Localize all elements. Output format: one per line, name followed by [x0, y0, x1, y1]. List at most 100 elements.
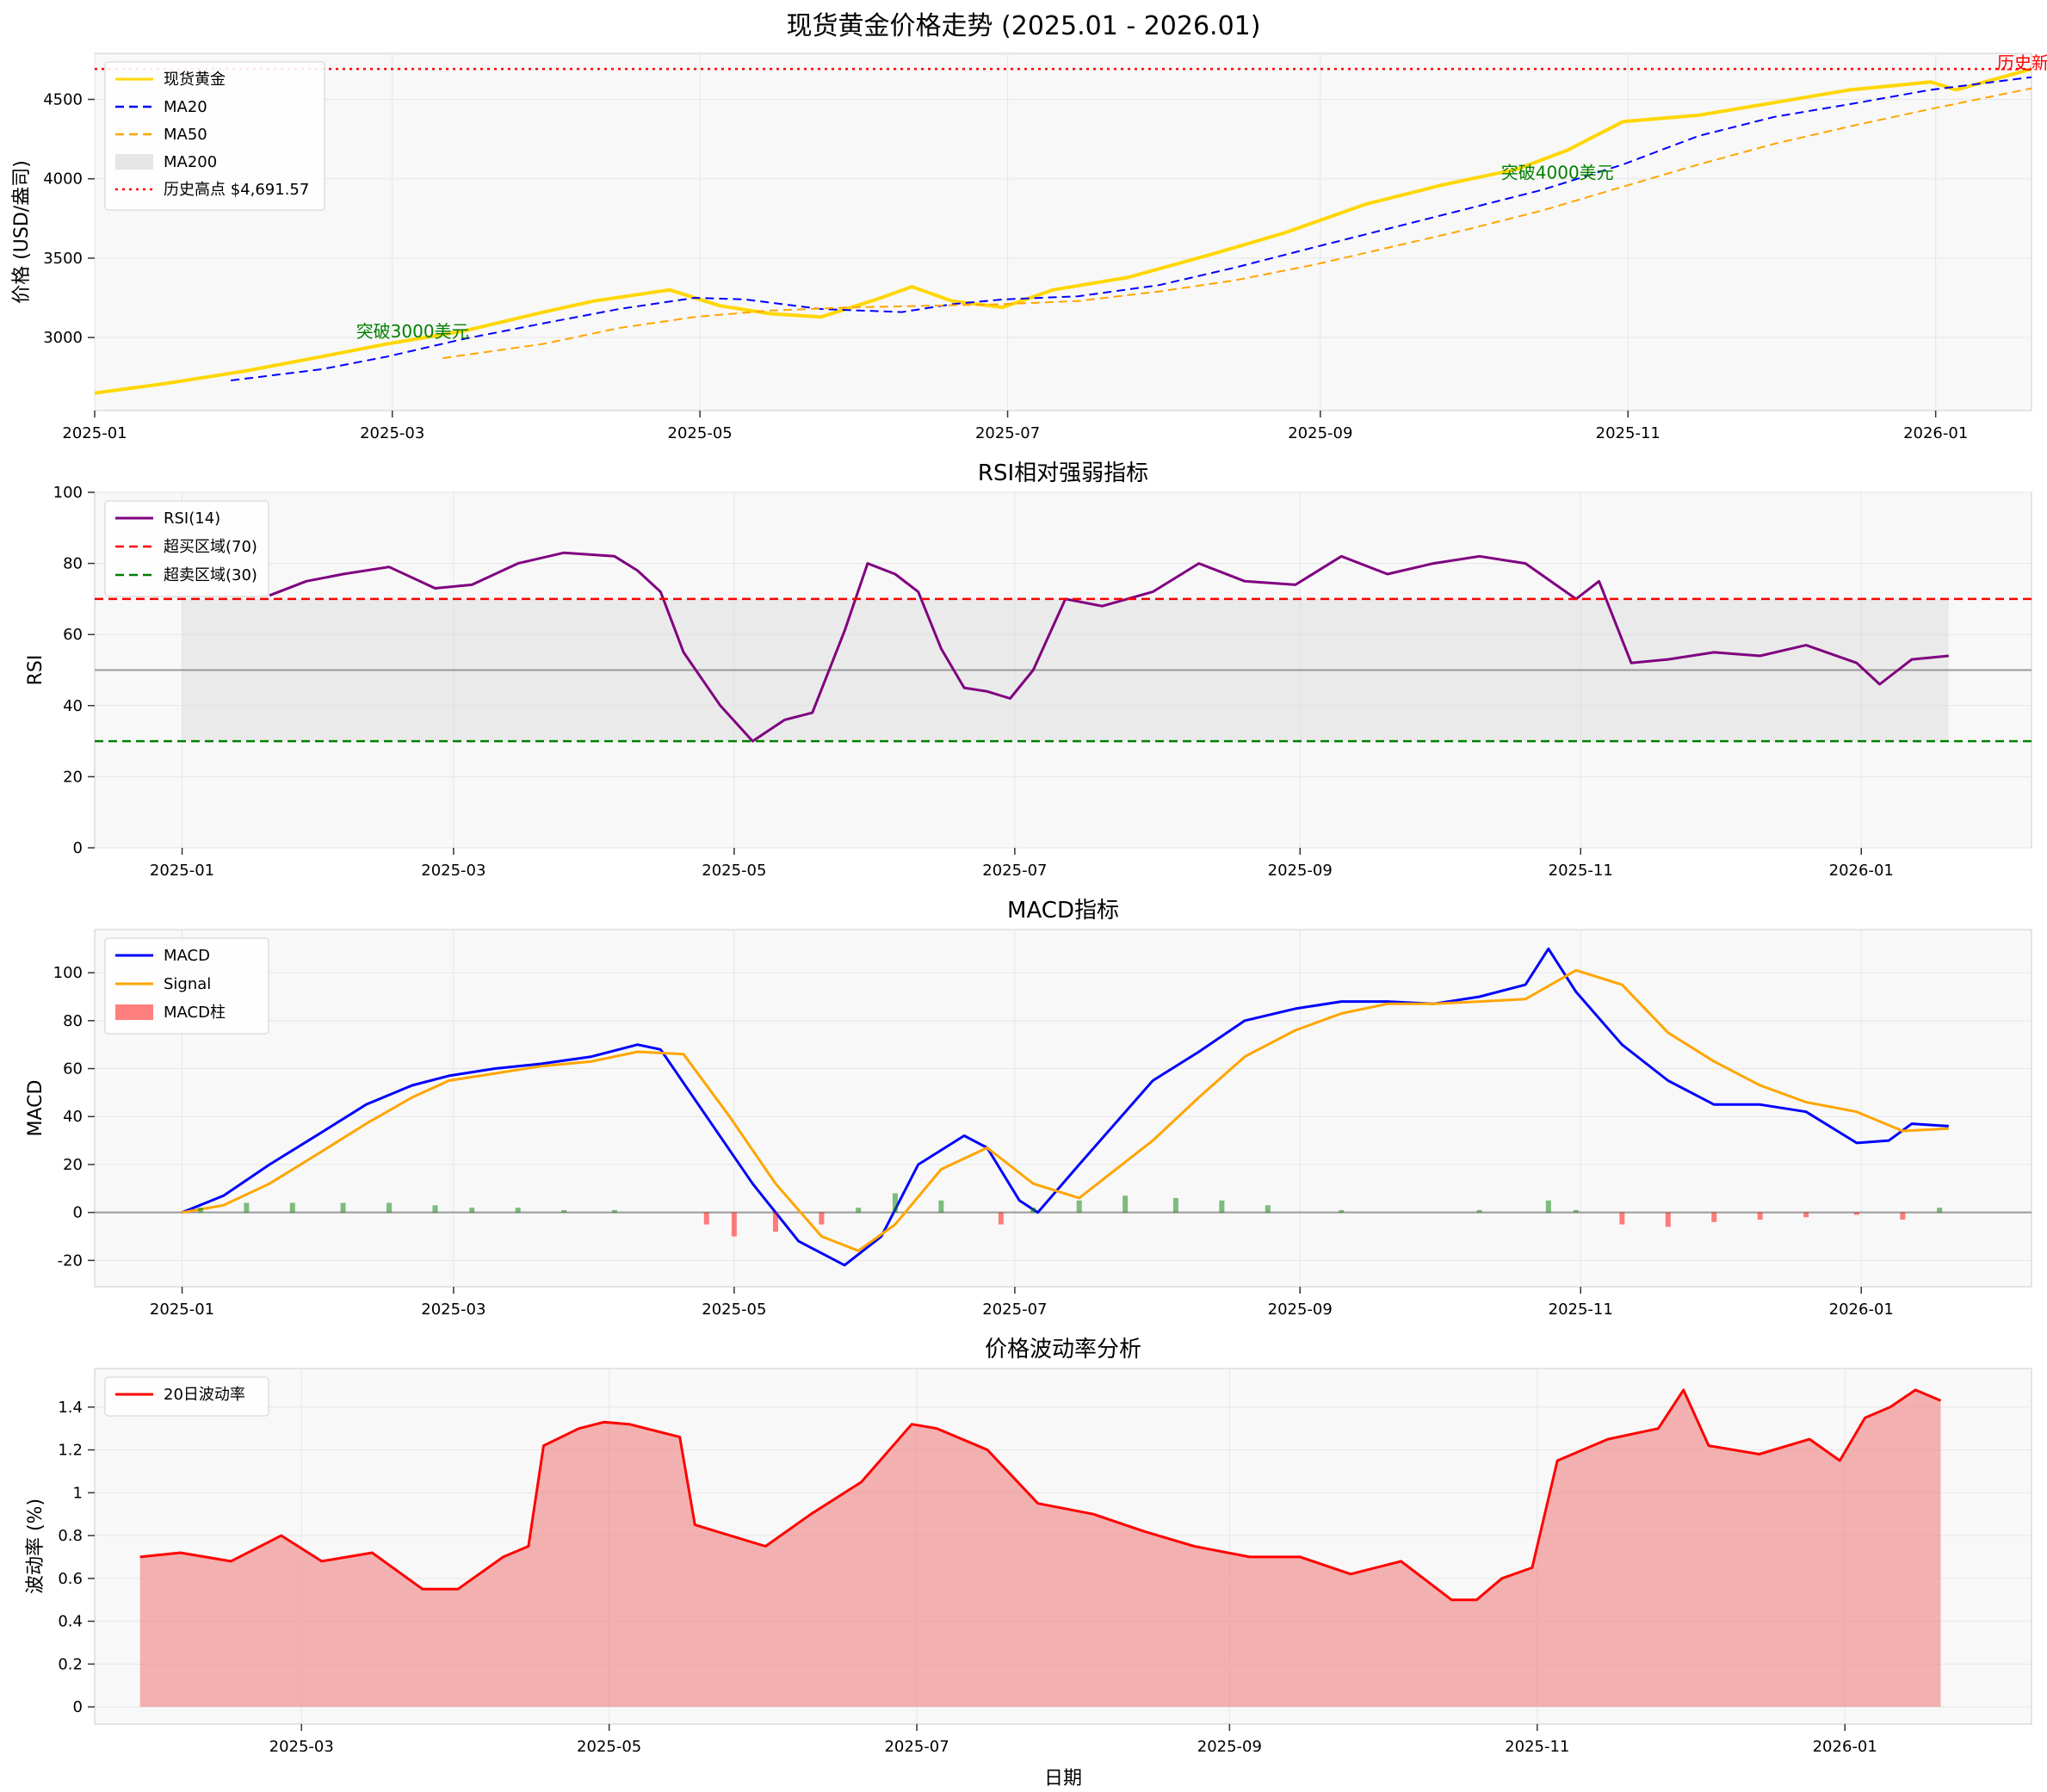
- histogram-bar: [244, 1202, 250, 1213]
- histogram-bar: [856, 1208, 862, 1213]
- histogram-bar: [387, 1202, 393, 1213]
- x-tick-label: 2025-05: [702, 862, 766, 880]
- figure-title: 现货黄金价格走势 (2025.01 - 2026.01): [787, 11, 1261, 41]
- histogram-bar: [1900, 1212, 1906, 1220]
- legend-box: [104, 1376, 269, 1417]
- x-tick-label: 2025-07: [982, 862, 1047, 880]
- histogram-bar: [1545, 1200, 1551, 1213]
- legend-swatch: [115, 1004, 153, 1020]
- histogram-bar: [772, 1212, 778, 1232]
- legend-label: MA200: [164, 153, 217, 171]
- series-line: [181, 947, 1949, 1267]
- y-axis-label: 价格 (USD/盎司): [11, 160, 33, 304]
- histogram-bar: [1265, 1205, 1271, 1213]
- histogram-bar: [819, 1212, 825, 1225]
- y-tick-label: 100: [53, 484, 83, 502]
- y-tick-label: 60: [63, 626, 83, 644]
- x-tick-label: 2025-09: [1288, 424, 1352, 442]
- histogram-bar: [432, 1205, 438, 1213]
- x-tick-label: 2025-03: [360, 424, 424, 442]
- annotation-label: 突破3000美元: [356, 321, 469, 342]
- y-tick-label: 0: [73, 1698, 83, 1716]
- y-tick-label: 80: [63, 1012, 83, 1030]
- histogram-bar: [1076, 1200, 1082, 1213]
- histogram-bar: [1219, 1200, 1225, 1213]
- x-tick-label: 2025-03: [421, 862, 485, 880]
- histogram-bar: [1476, 1209, 1482, 1213]
- series-line: [139, 1388, 1942, 1602]
- x-tick-label: 2025-07: [982, 1301, 1047, 1319]
- x-tick-label: 2025-05: [668, 424, 733, 442]
- histogram-bar: [340, 1202, 346, 1213]
- legend-label: 20日波动率: [164, 1386, 245, 1404]
- histogram-bar: [703, 1212, 709, 1225]
- legend-label: Signal: [164, 975, 211, 993]
- histogram-bar: [611, 1209, 617, 1213]
- area-fill: [139, 1389, 1941, 1708]
- histogram-bar: [1665, 1212, 1671, 1227]
- y-tick-label: 0: [73, 839, 83, 857]
- histogram-bar: [197, 1208, 203, 1213]
- histogram-bar: [289, 1202, 295, 1213]
- histogram-bar: [1122, 1196, 1129, 1213]
- y-tick-label: 1.4: [58, 1399, 83, 1417]
- histogram-bar: [515, 1208, 521, 1213]
- legend: MACD Signal MACD柱: [104, 937, 269, 1035]
- legend-label: MA50: [164, 126, 207, 144]
- x-tick-label: 2025-05: [577, 1738, 641, 1756]
- legend-swatch: [115, 154, 153, 170]
- x-tick-label: 2025-01: [150, 1301, 214, 1319]
- x-tick-label: 2026-01: [1829, 862, 1894, 880]
- y-tick-label: 40: [63, 697, 83, 715]
- histogram-bar: [1937, 1208, 1943, 1213]
- legend-label: 历史高点 $4,691.57: [164, 181, 309, 199]
- y-tick-label: 20: [63, 768, 83, 786]
- y-axis-label: 波动率 (%): [25, 1498, 46, 1594]
- chart-title: RSI相对强弱指标: [978, 460, 1148, 486]
- legend-box: [104, 61, 325, 211]
- y-tick-label: 1: [73, 1484, 83, 1502]
- y-tick-label: 60: [63, 1060, 83, 1078]
- histogram-bar: [1172, 1197, 1178, 1213]
- x-tick-label: 2025-05: [702, 1301, 766, 1319]
- chart-panel-1: 突破3000美元 突破4000美元 历史新高 2025-01 2025-03 2025-0…: [11, 53, 2047, 442]
- x-tick-label: 2025-09: [1197, 1738, 1262, 1756]
- series-line: [269, 551, 1949, 743]
- histogram-bar: [1339, 1209, 1345, 1213]
- histogram-bar: [469, 1208, 475, 1213]
- y-tick-label: 3000: [43, 329, 83, 347]
- y-tick-label: 4500: [43, 90, 83, 108]
- x-tick-label: 2025-01: [62, 424, 127, 442]
- x-tick-label: 2025-11: [1549, 1301, 1613, 1319]
- histogram-bar: [892, 1193, 898, 1213]
- y-tick-label: 1.2: [58, 1442, 83, 1460]
- y-tick-label: 3500: [43, 250, 83, 268]
- series-line: [182, 968, 1949, 1252]
- x-tick-label: 2025-07: [884, 1738, 949, 1756]
- legend-label: MACD: [164, 947, 210, 965]
- x-axis-label: 日期: [1044, 1768, 1082, 1789]
- y-tick-label: 80: [63, 555, 83, 573]
- y-axis-label: MACD: [25, 1080, 46, 1137]
- x-tick-label: 2025-09: [1268, 862, 1333, 880]
- y-tick-label: 0.2: [58, 1655, 83, 1673]
- x-tick-label: 2026-01: [1829, 1301, 1894, 1319]
- chart-title: MACD指标: [1007, 898, 1119, 924]
- legend-label: MACD柱: [164, 1004, 226, 1022]
- series-line: [94, 67, 2032, 395]
- chart-title: 价格波动率分析: [985, 1337, 1141, 1363]
- x-tick-label: 2026-01: [1813, 1738, 1877, 1756]
- y-tick-label: 4000: [43, 170, 83, 188]
- y-tick-label: 0: [73, 1204, 83, 1222]
- y-tick-label: 20: [63, 1156, 83, 1174]
- y-tick-label: 40: [63, 1108, 83, 1126]
- legend-label: 现货黄金: [164, 71, 226, 89]
- legend: 现货黄金 MA20 MA50 MA200 历史高点 $4,691.57: [104, 61, 325, 211]
- y-tick-label: 100: [53, 964, 83, 982]
- histogram-bar: [1573, 1209, 1579, 1213]
- x-tick-label: 2025-11: [1505, 1738, 1569, 1756]
- legend-label: 超卖区域(30): [164, 566, 257, 584]
- histogram-bar: [1030, 1208, 1036, 1213]
- x-tick-label: 2025-11: [1549, 862, 1613, 880]
- x-tick-label: 2025-07: [975, 424, 1040, 442]
